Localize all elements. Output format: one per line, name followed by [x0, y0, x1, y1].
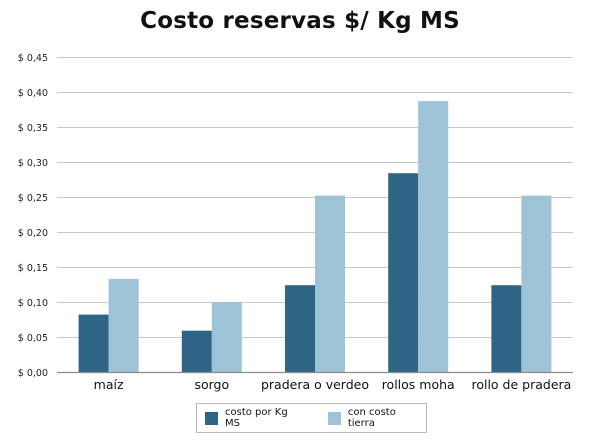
y-tick-label: $ 0,30 — [18, 158, 48, 169]
legend-swatch — [205, 411, 218, 425]
x-category-label: maíz — [94, 377, 124, 392]
legend-swatch — [327, 411, 341, 425]
bar — [388, 173, 419, 372]
bar — [211, 302, 242, 372]
x-axis-category-labels: maíz sorgo pradera o verdeo rollos moha roll… — [94, 377, 572, 392]
bar — [181, 330, 212, 372]
y-tick-label: $ 0,25 — [18, 193, 48, 204]
x-category-label: pradera o verdeo — [261, 377, 369, 392]
x-category-label: sorgo — [194, 377, 229, 392]
bar — [491, 285, 522, 372]
y-tick-label: $ 0,20 — [18, 228, 48, 239]
x-category-label: rollo de pradera — [471, 377, 571, 392]
bar — [315, 195, 345, 372]
bars — [78, 101, 552, 372]
legend: costo por Kg MS con costo tierra — [196, 403, 427, 433]
y-tick-label: $ 0,10 — [18, 298, 48, 309]
y-tick-label: $ 0,35 — [18, 123, 48, 134]
chart-title: Costo reservas $/ Kg MS — [140, 8, 460, 34]
legend-label: con costo tierra — [347, 407, 396, 429]
legend-item-con-costo-tierra: con costo tierra — [327, 407, 426, 429]
x-category-label: rollos moha — [382, 377, 455, 392]
bar — [285, 285, 315, 372]
bar — [108, 278, 139, 372]
bar — [521, 195, 552, 372]
bar — [418, 101, 449, 372]
y-tick-label: $ 0,05 — [18, 333, 48, 344]
y-tick-label: $ 0,00 — [18, 368, 48, 379]
legend-label: costo por Kg MS — [225, 407, 288, 429]
y-axis-tick-labels: $ 0,00 $ 0,05 $ 0,10 $ 0,15 $ 0,20 $ 0,25 $ 0,… — [18, 53, 48, 379]
y-tick-label: $ 0,45 — [18, 53, 48, 64]
y-tick-label: $ 0,40 — [18, 88, 48, 99]
y-tick-label: $ 0,15 — [18, 263, 48, 274]
bar — [78, 314, 109, 372]
legend-item-costo-por-kg-ms: costo por Kg MS — [205, 407, 306, 429]
